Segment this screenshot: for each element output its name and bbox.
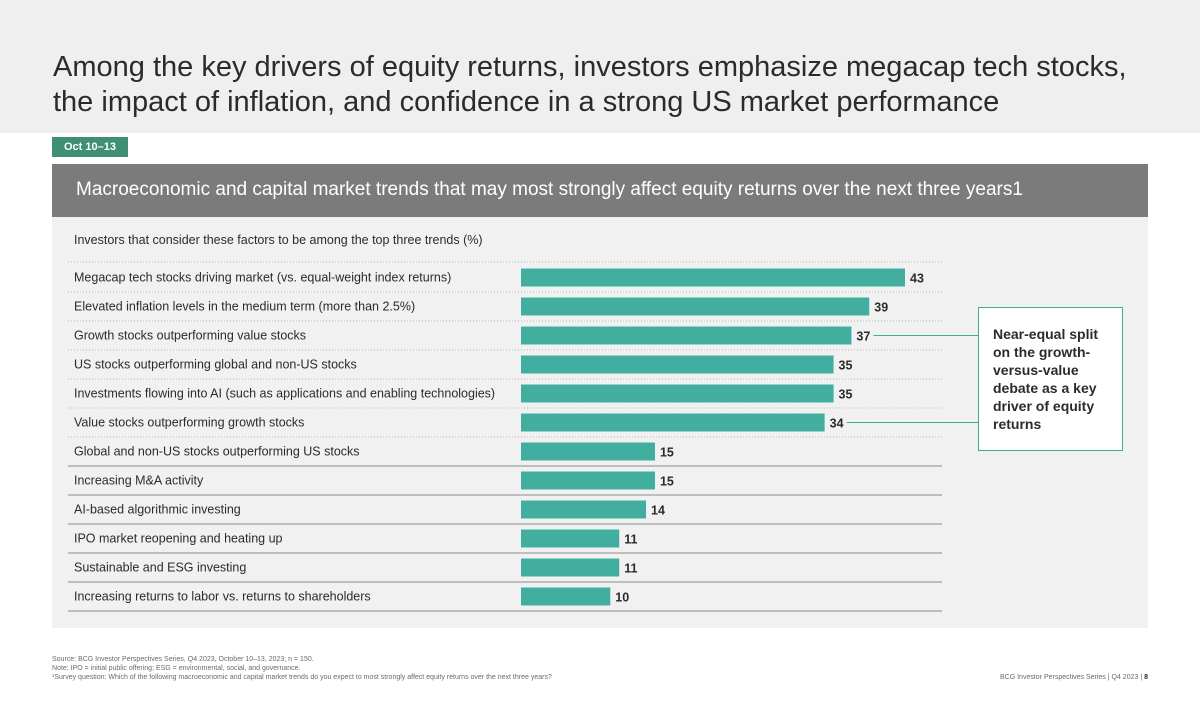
category-label: Value stocks outperforming growth stocks <box>74 416 304 430</box>
value-label: 11 <box>624 533 637 547</box>
category-label: Investments flowing into AI (such as app… <box>74 387 495 401</box>
value-label: 11 <box>624 562 637 576</box>
category-label: IPO market reopening and heating up <box>74 532 283 546</box>
category-label: Increasing returns to labor vs. returns … <box>74 590 371 604</box>
chart-title: Macroeconomic and capital market trends … <box>76 179 1023 200</box>
category-label: Global and non-US stocks outperforming U… <box>74 445 360 459</box>
value-label: 10 <box>615 591 629 605</box>
bar <box>521 326 852 345</box>
date-badge: Oct 10–13 <box>52 137 128 157</box>
survey-question-note: ¹Survey question: Which of the following… <box>52 674 552 681</box>
category-label: Elevated inflation levels in the medium … <box>74 300 415 314</box>
footer-notes: Source: BCG Investor Perspectives Series… <box>52 655 552 682</box>
value-label: 15 <box>660 475 674 489</box>
chart-panel-header: Macroeconomic and capital market trends … <box>52 164 1148 217</box>
callout-text: Near-equal split on the growth-versus-va… <box>993 326 1099 432</box>
category-label: Growth stocks outperforming value stocks <box>74 329 306 343</box>
chart-subtitle: Investors that consider these factors to… <box>74 233 483 247</box>
callout-box: Near-equal split on the growth-versus-va… <box>978 307 1123 451</box>
value-label: 34 <box>830 417 844 431</box>
page-number: 8 <box>1144 674 1148 681</box>
header-band <box>0 0 1200 133</box>
value-label: 15 <box>660 446 674 460</box>
bar <box>521 471 655 490</box>
bar <box>521 500 647 519</box>
abbreviation-note: Note: IPO = initial public offering; ESG… <box>52 665 301 672</box>
category-label: Megacap tech stocks driving market (vs. … <box>74 271 451 285</box>
category-label: Sustainable and ESG investing <box>74 561 246 575</box>
source-note: Source: BCG Investor Perspectives Series… <box>52 656 314 663</box>
page-title: Among the key drivers of equity returns,… <box>53 51 1127 118</box>
category-label: AI-based algorithmic investing <box>74 503 241 517</box>
value-label: 35 <box>839 388 853 402</box>
value-label: 35 <box>839 359 853 373</box>
value-label: 37 <box>856 330 870 344</box>
bar <box>521 355 834 374</box>
category-label: Increasing M&A activity <box>74 474 204 488</box>
bar <box>521 268 905 287</box>
bar <box>521 384 834 403</box>
category-label: US stocks outperforming global and non-U… <box>74 358 357 372</box>
value-label: 14 <box>651 504 665 518</box>
value-label: 43 <box>910 272 924 286</box>
bar <box>521 587 611 606</box>
footer-series: BCG Investor Perspectives Series | Q4 20… <box>1000 674 1148 681</box>
bar <box>521 413 825 432</box>
value-label: 39 <box>874 301 888 315</box>
series-label: BCG Investor Perspectives Series | Q4 20… <box>1000 674 1145 681</box>
bar <box>521 529 620 548</box>
bar <box>521 442 655 461</box>
bar <box>521 558 620 577</box>
bar <box>521 297 870 316</box>
